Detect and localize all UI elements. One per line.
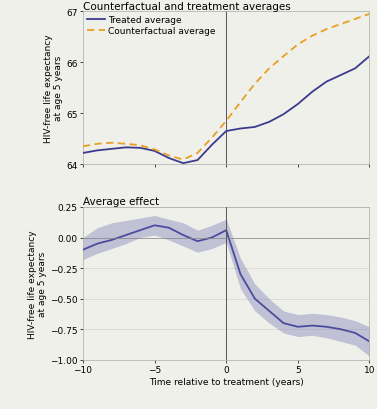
Counterfactual average bbox=[253, 82, 257, 87]
Counterfactual average bbox=[224, 119, 228, 124]
Counterfactual average bbox=[210, 136, 214, 141]
Y-axis label: HIV-free life expectancy
at age 5 years: HIV-free life expectancy at age 5 years bbox=[28, 229, 47, 338]
Treated average bbox=[152, 149, 157, 154]
Treated average bbox=[367, 54, 372, 59]
Counterfactual average bbox=[267, 67, 271, 72]
Counterfactual average bbox=[109, 141, 114, 146]
Counterfactual average bbox=[281, 54, 286, 59]
Treated average bbox=[267, 120, 271, 125]
Counterfactual average bbox=[195, 151, 200, 156]
Counterfactual average bbox=[95, 142, 100, 147]
Treated average bbox=[210, 143, 214, 148]
Counterfactual average bbox=[81, 144, 85, 149]
Treated average bbox=[281, 112, 286, 117]
Treated average bbox=[253, 125, 257, 130]
Counterfactual average bbox=[324, 27, 329, 32]
Treated average bbox=[167, 156, 171, 161]
Counterfactual average bbox=[296, 43, 300, 48]
Treated average bbox=[296, 102, 300, 107]
Treated average bbox=[81, 151, 85, 156]
Treated average bbox=[324, 80, 329, 85]
Treated average bbox=[195, 158, 200, 163]
Line: Treated average: Treated average bbox=[83, 57, 369, 164]
Treated average bbox=[124, 146, 128, 151]
Line: Counterfactual average: Counterfactual average bbox=[83, 15, 369, 160]
Legend: Treated average, Counterfactual average: Treated average, Counterfactual average bbox=[86, 15, 217, 36]
Treated average bbox=[310, 90, 314, 95]
Counterfactual average bbox=[181, 158, 185, 163]
Treated average bbox=[95, 148, 100, 153]
Counterfactual average bbox=[138, 144, 143, 148]
Treated average bbox=[138, 146, 143, 151]
Counterfactual average bbox=[310, 34, 314, 39]
Text: Counterfactual and treatment averages: Counterfactual and treatment averages bbox=[83, 2, 291, 11]
Text: Average effect: Average effect bbox=[83, 197, 159, 207]
Counterfactual average bbox=[367, 12, 372, 17]
Counterfactual average bbox=[152, 148, 157, 153]
Counterfactual average bbox=[353, 18, 357, 22]
Treated average bbox=[238, 127, 243, 132]
Treated average bbox=[339, 73, 343, 78]
Counterfactual average bbox=[339, 22, 343, 27]
Treated average bbox=[224, 129, 228, 134]
Counterfactual average bbox=[124, 142, 128, 147]
Treated average bbox=[109, 147, 114, 152]
Counterfactual average bbox=[238, 100, 243, 105]
Treated average bbox=[181, 161, 185, 166]
Y-axis label: HIV-free life expectancy
at age 5 years: HIV-free life expectancy at age 5 years bbox=[44, 34, 63, 143]
Counterfactual average bbox=[167, 154, 171, 159]
X-axis label: Time relative to treatment (years): Time relative to treatment (years) bbox=[149, 377, 303, 386]
Treated average bbox=[353, 67, 357, 72]
